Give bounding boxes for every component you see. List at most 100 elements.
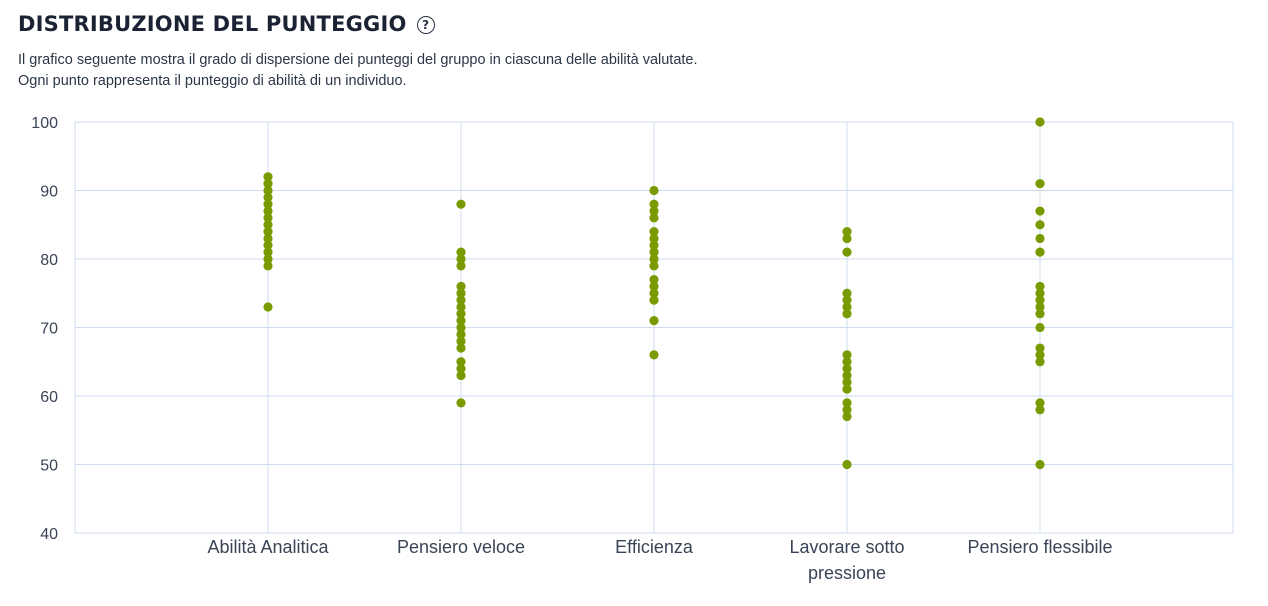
data-point bbox=[842, 247, 852, 257]
chart-header: DISTRIBUZIONE DEL PUNTEGGIO ? bbox=[18, 12, 435, 36]
data-point bbox=[263, 302, 273, 312]
data-point bbox=[842, 411, 852, 422]
data-point bbox=[456, 254, 466, 264]
data-point bbox=[263, 261, 273, 271]
data-point bbox=[1035, 322, 1045, 333]
data-point bbox=[1035, 206, 1045, 216]
data-point bbox=[1035, 398, 1045, 408]
data-point bbox=[1035, 350, 1045, 360]
data-point bbox=[649, 185, 659, 196]
data-point bbox=[263, 179, 273, 189]
data-point bbox=[456, 295, 466, 305]
data-point bbox=[263, 233, 273, 244]
data-point bbox=[842, 350, 852, 360]
x-category-label: Pensiero veloce bbox=[397, 537, 525, 557]
x-category-label-line: Abilità Analitica bbox=[207, 537, 329, 557]
data-point bbox=[1035, 459, 1045, 470]
data-point bbox=[649, 281, 659, 291]
data-point bbox=[263, 172, 273, 182]
data-point bbox=[263, 220, 273, 230]
data-point bbox=[263, 185, 273, 196]
description-line-1: Il grafico seguente mostra il grado di d… bbox=[18, 52, 698, 68]
chart-description: Il grafico seguente mostra il grado di d… bbox=[18, 50, 698, 92]
data-point bbox=[1035, 281, 1045, 291]
y-tick-label: 50 bbox=[40, 458, 58, 475]
data-point bbox=[842, 459, 852, 470]
x-category-label-line: Efficienza bbox=[615, 537, 694, 557]
data-point bbox=[1035, 233, 1045, 244]
data-point bbox=[1035, 343, 1045, 353]
data-point bbox=[649, 274, 659, 285]
data-point bbox=[456, 329, 466, 339]
y-axis-ticks: 40 50 60 70 80 90 100 bbox=[31, 115, 58, 543]
description-line-2: Ogni punto rappresenta il punteggio di a… bbox=[18, 73, 407, 89]
data-point bbox=[456, 247, 466, 257]
data-point bbox=[842, 227, 852, 237]
data-point bbox=[263, 199, 273, 209]
x-category-label: Efficienza bbox=[615, 537, 694, 557]
data-point bbox=[456, 398, 466, 408]
data-point bbox=[649, 288, 659, 298]
data-points bbox=[263, 117, 1045, 470]
y-tick-label: 70 bbox=[40, 321, 58, 338]
x-axis-categories: Abilità Analitica Pensiero veloce Efficien… bbox=[207, 537, 1112, 583]
data-point bbox=[649, 213, 659, 223]
data-point bbox=[842, 233, 852, 244]
data-point bbox=[649, 227, 659, 237]
data-point bbox=[649, 254, 659, 264]
data-point bbox=[1035, 295, 1045, 305]
page-title: DISTRIBUZIONE DEL PUNTEGGIO bbox=[18, 12, 407, 36]
data-point bbox=[1035, 247, 1045, 257]
data-point bbox=[456, 316, 466, 326]
data-point bbox=[842, 295, 852, 305]
data-point bbox=[456, 364, 466, 374]
data-point bbox=[456, 343, 466, 353]
data-point bbox=[649, 350, 659, 360]
data-point bbox=[263, 206, 273, 216]
x-category-label-line: pressione bbox=[808, 563, 886, 583]
data-point bbox=[456, 281, 466, 291]
data-point bbox=[649, 261, 659, 271]
data-point bbox=[649, 316, 659, 326]
data-point bbox=[263, 240, 273, 250]
y-tick-label: 40 bbox=[40, 526, 58, 543]
data-point bbox=[842, 357, 852, 367]
data-point bbox=[456, 322, 466, 333]
grid-layer bbox=[74, 121, 1234, 534]
data-point bbox=[456, 336, 466, 346]
data-point bbox=[842, 302, 852, 312]
data-point bbox=[456, 261, 466, 271]
y-tick-label: 80 bbox=[40, 252, 58, 269]
data-point bbox=[456, 309, 466, 319]
data-point bbox=[649, 233, 659, 244]
data-point bbox=[263, 254, 273, 264]
data-point bbox=[649, 206, 659, 216]
y-tick-label: 100 bbox=[31, 115, 58, 132]
x-category-label: Lavorare sotto pressione bbox=[789, 537, 904, 583]
data-point bbox=[842, 398, 852, 408]
data-point bbox=[842, 405, 852, 415]
question-circle-icon[interactable]: ? bbox=[416, 16, 435, 34]
data-point bbox=[842, 384, 852, 394]
data-point bbox=[456, 288, 466, 298]
y-tick-label: 90 bbox=[40, 184, 58, 201]
x-category-label-line: Pensiero flessibile bbox=[967, 537, 1112, 557]
data-point bbox=[263, 213, 273, 223]
data-point bbox=[1035, 309, 1045, 319]
data-point bbox=[263, 192, 273, 202]
data-point bbox=[1035, 302, 1045, 312]
data-point bbox=[842, 288, 852, 298]
data-point bbox=[649, 240, 659, 250]
data-point bbox=[456, 370, 466, 381]
data-point bbox=[456, 199, 466, 209]
x-category-label: Pensiero flessibile bbox=[967, 537, 1112, 557]
x-category-label-line: Pensiero veloce bbox=[397, 537, 525, 557]
data-point bbox=[263, 247, 273, 257]
x-category-label: Abilità Analitica bbox=[207, 537, 329, 557]
data-point bbox=[456, 357, 466, 367]
data-point bbox=[649, 247, 659, 257]
data-point bbox=[842, 309, 852, 319]
data-point bbox=[1035, 220, 1045, 230]
data-point bbox=[1035, 357, 1045, 367]
